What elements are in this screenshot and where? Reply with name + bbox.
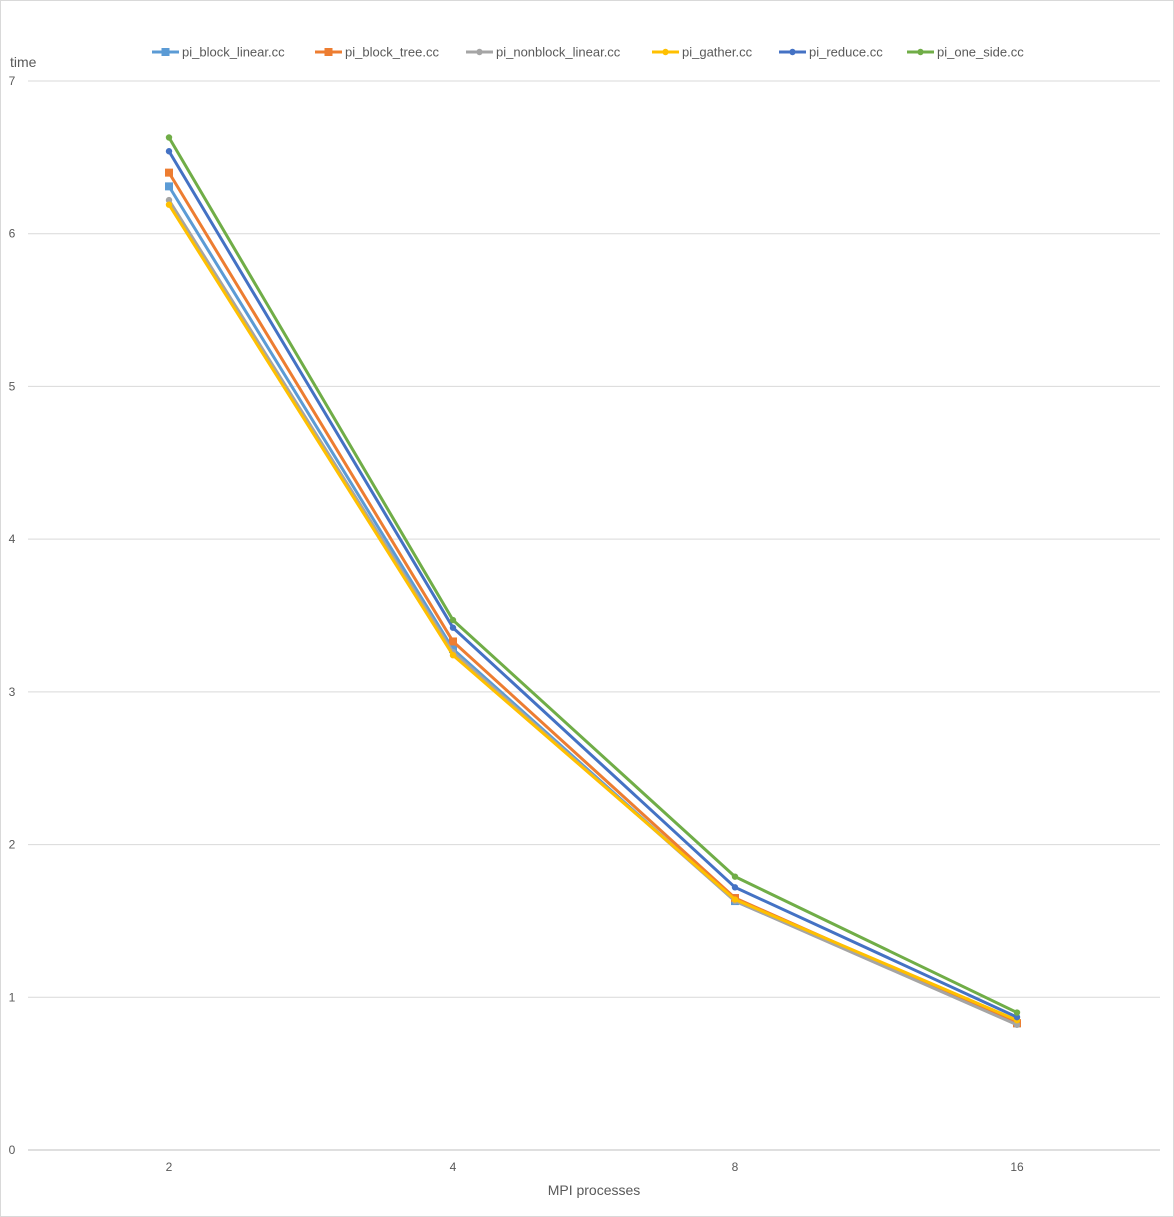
series-2 [165, 196, 1021, 1028]
data-point [1013, 1013, 1021, 1021]
legend-item: pi_gather.cc [652, 45, 753, 60]
y-tick-label: 6 [9, 227, 16, 241]
series-line [167, 185, 1018, 1025]
x-axis-title: MPI processes [548, 1182, 641, 1198]
series-5 [165, 134, 1021, 1016]
y-tick-label: 0 [9, 1143, 16, 1157]
data-point [165, 168, 173, 177]
legend: pi_block_linear.cc pi_block_tree.cc pi_non… [152, 45, 1024, 60]
data-point [165, 148, 173, 155]
legend-label: pi_block_tree.cc [345, 45, 439, 60]
legend-swatch-marker [324, 48, 333, 56]
legend-label: pi_gather.cc [682, 45, 753, 60]
y-tick-label: 4 [9, 532, 16, 546]
legend-item: pi_block_tree.cc [315, 45, 439, 60]
data-point [165, 182, 173, 191]
series-0 [165, 182, 1021, 1028]
series-3 [165, 201, 1021, 1024]
data-point [449, 616, 457, 624]
data-point [731, 884, 739, 891]
series-line [167, 171, 1018, 1025]
x-tick-label: 4 [450, 1160, 457, 1174]
data-point [731, 896, 739, 903]
y-tick-label: 7 [9, 74, 16, 88]
data-point [165, 196, 173, 204]
gridlines [28, 80, 1160, 1151]
y-tick-label: 1 [9, 990, 16, 1004]
x-tick-label: 8 [732, 1160, 739, 1174]
legend-item: pi_reduce.cc [779, 45, 883, 60]
y-tick-label: 3 [9, 685, 16, 699]
legend-label: pi_nonblock_linear.cc [496, 45, 621, 60]
data-point [449, 637, 457, 646]
series-1 [165, 168, 1021, 1028]
y-axis-title: time [10, 54, 37, 70]
y-tick-label: 2 [9, 838, 16, 852]
data-point [165, 201, 173, 208]
series-line [167, 136, 1018, 1014]
data-point [449, 624, 457, 631]
legend-swatch-marker [161, 48, 170, 56]
data-point [1013, 1009, 1021, 1016]
x-tick-label: 16 [1010, 1160, 1024, 1174]
series-line [167, 150, 1018, 1019]
legend-item: pi_block_linear.cc [152, 45, 285, 60]
x-tick-label: 2 [166, 1160, 173, 1174]
legend-swatch-marker [789, 48, 796, 56]
data-point [449, 652, 457, 659]
y-tick-label: 5 [9, 379, 16, 393]
series-line [167, 199, 1018, 1027]
legend-item: pi_one_side.cc [907, 45, 1024, 60]
legend-label: pi_one_side.cc [937, 45, 1024, 60]
y-axis-ticks: 0 1 2 3 4 5 6 7 [9, 74, 16, 1157]
data-point [165, 134, 173, 141]
legend-swatch-marker [662, 48, 669, 56]
legend-item: pi_nonblock_linear.cc [466, 45, 621, 60]
legend-swatch-marker [917, 48, 924, 56]
legend-label: pi_reduce.cc [809, 45, 883, 60]
series-lines [165, 134, 1021, 1028]
data-point [1013, 1021, 1021, 1028]
x-axis-ticks: 2 4 8 16 [166, 1160, 1024, 1174]
series-line [167, 203, 1018, 1022]
data-point [731, 873, 739, 880]
legend-swatch-marker [476, 48, 483, 56]
legend-label: pi_block_linear.cc [182, 45, 285, 60]
series-4 [165, 148, 1021, 1021]
